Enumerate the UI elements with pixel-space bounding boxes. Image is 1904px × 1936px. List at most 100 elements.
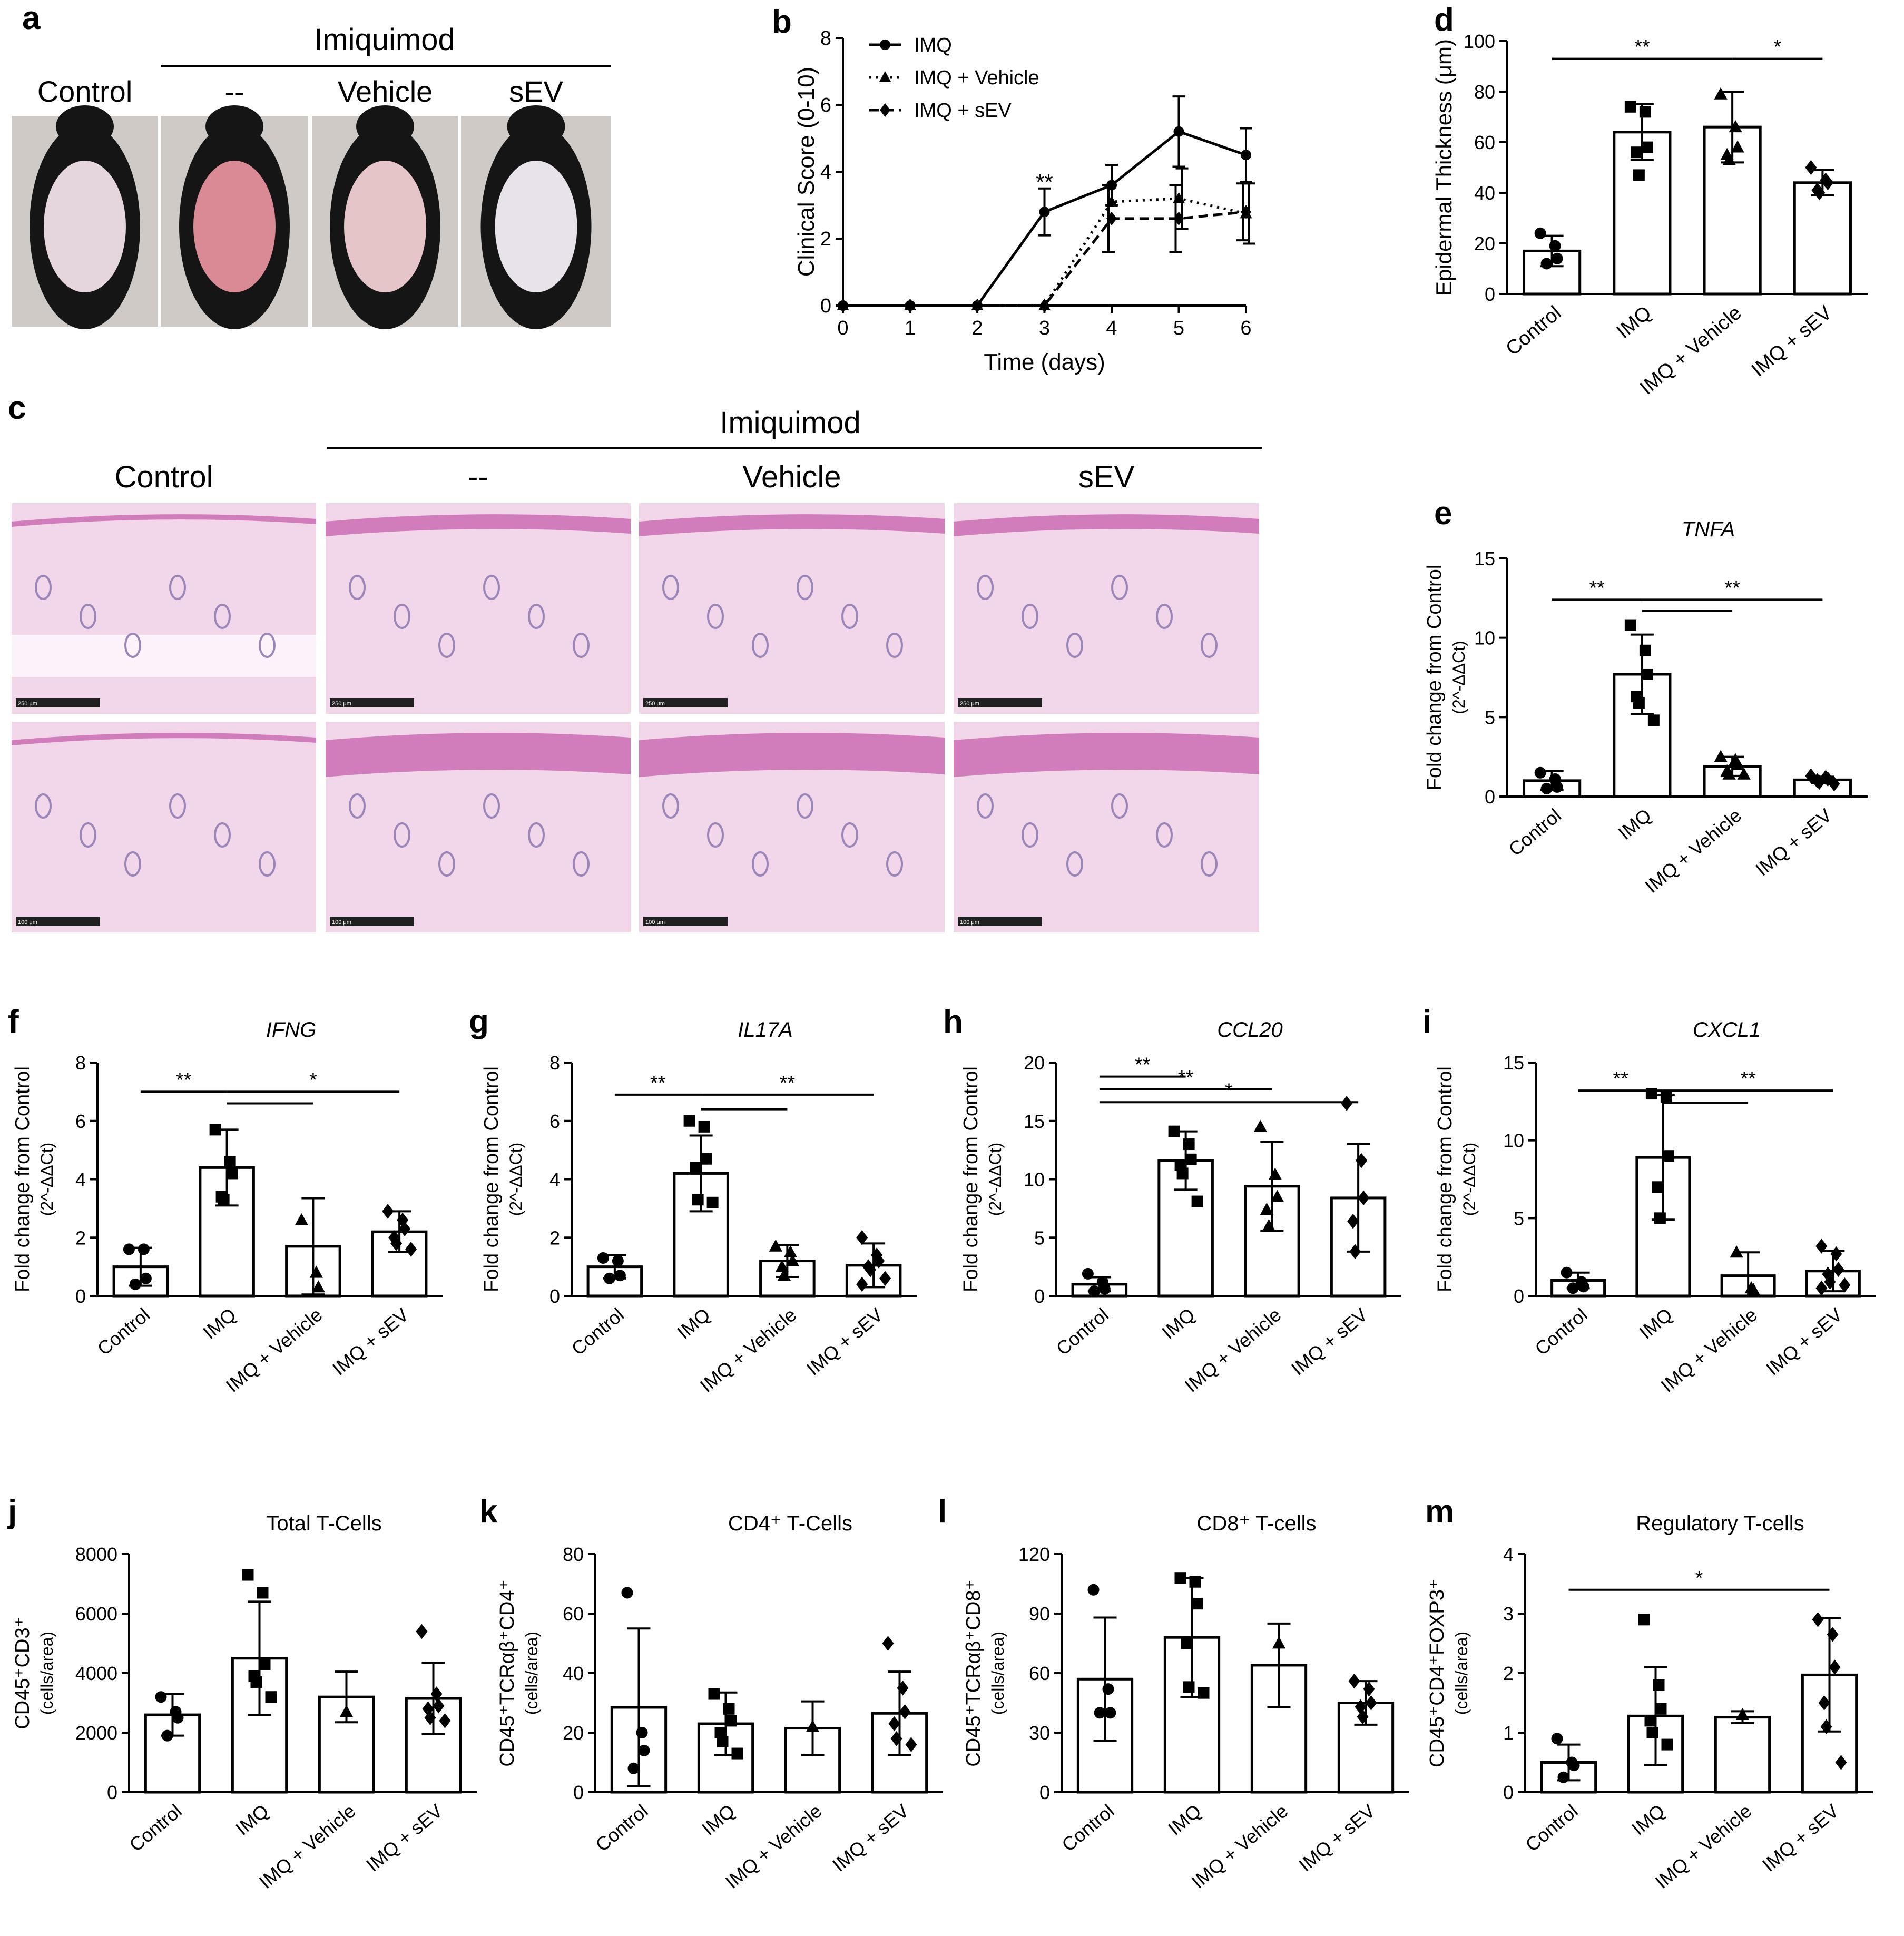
y-tick-label: 20 [563,1722,584,1744]
data-point [397,1212,409,1228]
y-tick-label: 0 [75,1285,86,1307]
data-point [422,1701,434,1717]
follicle [662,575,679,600]
follicle [707,822,724,848]
data-point [882,1636,894,1651]
data-point [1347,1213,1359,1229]
y-tick-label: 5 [1034,1227,1045,1249]
data-point [1357,1709,1369,1725]
data-point [433,1698,445,1714]
y-tick-label: 90 [1029,1603,1050,1625]
data-point [723,1703,735,1715]
x-category-label: IMQ + sEV [1294,1800,1379,1876]
data-point [265,1691,277,1703]
y-tick-label: 30 [1029,1722,1050,1744]
data-point [1641,141,1653,153]
data-point [129,1278,141,1290]
data-point [1641,668,1653,680]
histology-column-label: Vehicle [742,460,841,494]
significance-label: ** [176,1069,192,1091]
y-tick-label: 0 [107,1782,117,1803]
y-axis-title: CD45⁺TCRαβ⁺CD8⁺ [963,1579,985,1766]
significance-label: * [1773,36,1781,58]
photo-group-label: Imiquimod [314,23,455,57]
y-tick-label: 0 [1514,1285,1524,1307]
data-point [1241,205,1251,219]
data-point [786,1254,800,1266]
data-point [1813,185,1826,201]
data-point [311,1280,326,1293]
data-point [1260,1202,1274,1215]
y-tick-label: 10 [1024,1169,1045,1191]
histology-column-label: sEV [1078,460,1135,494]
y-tick-label: 5 [1514,1207,1524,1229]
y-tick-label: 100 [1464,31,1495,52]
data-point [1098,1283,1111,1295]
data-point [1631,146,1643,159]
shaved-skin-patch [495,161,577,292]
y-tick-label: 2 [75,1227,86,1249]
data-point [1087,1584,1100,1596]
bar-chart-e: e TNFA 0 5 10 15 Fold change from Control (2^-Δ… [1424,495,1868,897]
x-category-label: Control [125,1800,185,1856]
follicle [1022,822,1038,848]
x-category-label: IMQ + sEV [1287,1304,1371,1380]
y-tick-label: 5 [1485,706,1495,728]
data-point [155,1691,167,1703]
follicle [124,633,141,658]
x-tick-label: 0 [837,317,848,339]
scale-label: 100 μm [960,919,979,926]
follicle [169,575,186,600]
y-tick-label: 6 [75,1111,86,1132]
follicle [977,793,994,819]
x-category-label: Control [1057,1800,1118,1856]
photo-column-label: Vehicle [338,75,433,108]
data-point [1839,1277,1851,1293]
data-point [1191,1598,1203,1610]
data-point [603,1272,615,1284]
x-category-label: IMQ + sEV [802,1304,887,1380]
data-point [1106,211,1117,225]
chart-title: IL17A [738,1018,793,1041]
data-point [1102,1683,1114,1695]
y-tick-label: 15 [1503,1052,1524,1074]
x-category-label: IMQ + sEV [362,1800,446,1876]
histology-image: 250 μm [326,503,631,714]
x-tick-label: 2 [971,317,983,339]
y-tick-label: 6 [820,94,831,116]
data-point [1647,714,1660,726]
legend-label: IMQ [914,34,952,56]
follicle [1111,793,1128,819]
mouse-head [205,105,263,148]
panel-letter: g [469,1004,489,1040]
data-point [1365,1695,1377,1711]
y-axis-subtitle: (2^-ΔΔCt) [506,1143,525,1216]
histology-image: 250 μm [639,503,945,714]
y-tick-label: 15 [1474,548,1495,569]
data-point [905,1737,917,1752]
data-point [905,299,916,312]
data-point [856,1276,868,1292]
mouse-photo [312,105,458,329]
photo-column-label: sEV [509,75,563,108]
data-point [1534,766,1546,779]
data-point [161,1729,173,1742]
follicle [573,633,590,658]
follicle [214,822,231,848]
y-tick-label: 60 [563,1603,584,1625]
photo-column-label: Control [37,75,133,108]
panel-letter: l [938,1493,947,1530]
data-point [775,1260,789,1272]
data-point [627,1762,640,1774]
x-category-label: IMQ + Vehicle [1641,804,1745,897]
scale-bar [643,917,728,926]
x-category-label: IMQ [673,1304,714,1343]
y-tick-label: 40 [1474,182,1495,204]
mouse-photo [161,105,308,329]
y-tick-label: 8 [820,27,831,50]
follicle [1201,633,1218,658]
follicle [1111,575,1128,600]
histology-column-label: Control [115,460,213,494]
data-point [692,1194,704,1206]
data-point [1567,1282,1579,1294]
